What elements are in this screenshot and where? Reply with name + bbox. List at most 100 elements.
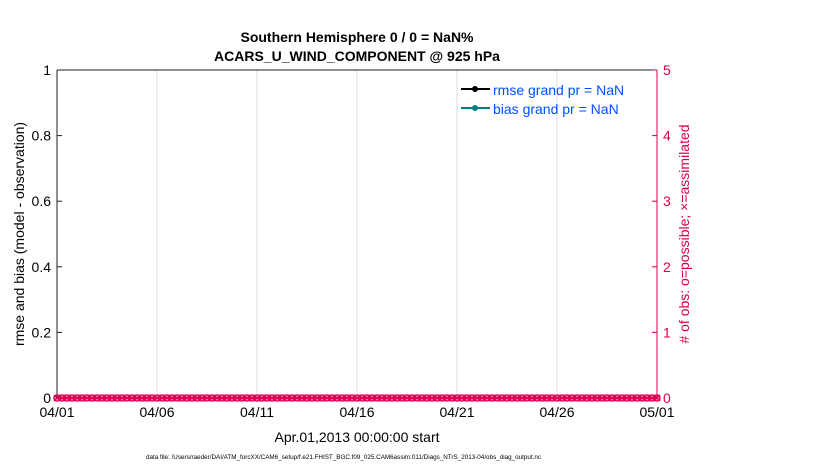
possible-obs-marker (608, 394, 616, 402)
possible-obs-marker (303, 394, 311, 402)
possible-obs-marker (368, 394, 376, 402)
legend-label-rmse: rmse grand pr = NaN (493, 82, 624, 98)
y-tick-label-right: 0 (663, 390, 671, 406)
possible-obs-marker (273, 394, 281, 402)
possible-obs-marker (378, 394, 386, 402)
possible-obs-marker (118, 394, 126, 402)
possible-obs-marker (68, 394, 76, 402)
possible-obs-marker (238, 394, 246, 402)
possible-obs-marker (583, 394, 591, 402)
possible-obs-marker (538, 394, 546, 402)
possible-obs-marker (108, 394, 116, 402)
possible-obs-marker (513, 394, 521, 402)
y-tick-label-right: 2 (663, 259, 671, 275)
legend-marker-bias (472, 105, 478, 111)
possible-obs-marker (128, 394, 136, 402)
possible-obs-marker (603, 394, 611, 402)
x-tick-label: 05/01 (639, 404, 674, 420)
legend: rmse grand pr = NaN bias grand pr = NaN (461, 82, 624, 117)
y-axis-label-right: # of obs: o=possible; ×=assimilated (676, 124, 692, 343)
possible-obs-marker (423, 394, 431, 402)
possible-obs-marker (73, 394, 81, 402)
footer-data-file: data file: /Users/raeder/DAI/ATM_forcXX/… (146, 454, 541, 461)
x-tick-label: 04/26 (539, 404, 574, 420)
possible-obs-marker (173, 394, 181, 402)
possible-obs-marker (188, 394, 196, 402)
possible-obs-marker (383, 394, 391, 402)
possible-obs-marker (553, 394, 561, 402)
possible-obs-marker (158, 394, 166, 402)
possible-obs-marker (593, 394, 601, 402)
possible-obs-marker (533, 394, 541, 402)
possible-obs-marker (223, 394, 231, 402)
possible-obs-marker (138, 394, 146, 402)
x-axis-label: Apr.01,2013 00:00:00 start (274, 429, 439, 445)
possible-obs-marker (508, 394, 516, 402)
x-tick-label: 04/21 (439, 404, 474, 420)
possible-obs-marker (338, 394, 346, 402)
possible-obs-marker (598, 394, 606, 402)
possible-obs-marker (648, 394, 656, 402)
possible-obs-marker (523, 394, 531, 402)
possible-obs-marker (253, 394, 261, 402)
possible-obs-marker (393, 394, 401, 402)
legend-label-bias: bias grand pr = NaN (493, 101, 619, 117)
possible-obs-marker (263, 394, 271, 402)
possible-obs-marker (308, 394, 316, 402)
possible-obs-marker (618, 394, 626, 402)
possible-obs-marker (88, 394, 96, 402)
possible-obs-marker (63, 394, 71, 402)
legend-marker-rmse (472, 86, 478, 92)
y-tick-label: 0.6 (32, 193, 52, 209)
possible-obs-marker (298, 394, 306, 402)
possible-obs-marker (578, 394, 586, 402)
possible-obs-marker (193, 394, 201, 402)
possible-obs-marker (348, 394, 356, 402)
possible-obs-marker (148, 394, 156, 402)
y-tick-label: 1 (43, 62, 51, 78)
possible-obs-marker (333, 394, 341, 402)
possible-obs-marker (328, 394, 336, 402)
possible-obs-marker (638, 394, 646, 402)
chart-title-line2: ACARS_U_WIND_COMPONENT @ 925 hPa (214, 48, 500, 64)
y-tick-label-right: 5 (663, 62, 671, 78)
possible-obs-marker (233, 394, 241, 402)
possible-obs-marker (113, 394, 121, 402)
possible-obs-marker (413, 394, 421, 402)
possible-obs-marker (563, 394, 571, 402)
y-axis-label: rmse and bias (model - observation) (11, 122, 27, 346)
possible-obs-marker (463, 394, 471, 402)
possible-obs-marker (568, 394, 576, 402)
possible-obs-marker (343, 394, 351, 402)
y-tick-label-right: 4 (663, 128, 671, 144)
possible-obs-marker (643, 394, 651, 402)
chart-title-line1: Southern Hemisphere 0 / 0 = NaN% (240, 29, 474, 45)
possible-obs-marker (123, 394, 131, 402)
possible-obs-marker (623, 394, 631, 402)
possible-obs-marker (243, 394, 251, 402)
possible-obs-marker (163, 394, 171, 402)
x-tick-label: 04/06 (139, 404, 174, 420)
possible-obs-marker (633, 394, 641, 402)
possible-obs-marker (278, 394, 286, 402)
possible-obs-marker (363, 394, 371, 402)
x-tick-label: 04/16 (339, 404, 374, 420)
possible-obs-marker (98, 394, 106, 402)
possible-obs-marker (493, 394, 501, 402)
possible-obs-marker (78, 394, 86, 402)
possible-obs-marker (83, 394, 91, 402)
possible-obs-marker (218, 394, 226, 402)
y-tick-label-right: 1 (663, 324, 671, 340)
possible-obs-marker (628, 394, 636, 402)
possible-obs-marker (433, 394, 441, 402)
possible-obs-marker (518, 394, 526, 402)
possible-obs-marker (448, 394, 456, 402)
possible-obs-marker (208, 394, 216, 402)
possible-obs-marker (498, 394, 506, 402)
possible-obs-marker (483, 394, 491, 402)
y-tick-label: 0.4 (32, 259, 52, 275)
possible-obs-marker (293, 394, 301, 402)
possible-obs-marker (468, 394, 476, 402)
possible-obs-marker (248, 394, 256, 402)
possible-obs-marker (358, 394, 366, 402)
